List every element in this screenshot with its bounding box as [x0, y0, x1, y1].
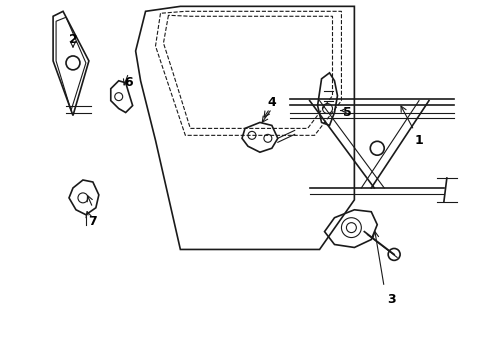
Circle shape [370, 141, 384, 155]
Text: 4: 4 [268, 96, 276, 109]
Text: 5: 5 [343, 106, 352, 119]
Text: 2: 2 [69, 33, 77, 46]
Text: 3: 3 [387, 293, 395, 306]
Text: 6: 6 [124, 76, 133, 89]
Text: 1: 1 [415, 134, 423, 147]
Text: 7: 7 [89, 215, 97, 228]
